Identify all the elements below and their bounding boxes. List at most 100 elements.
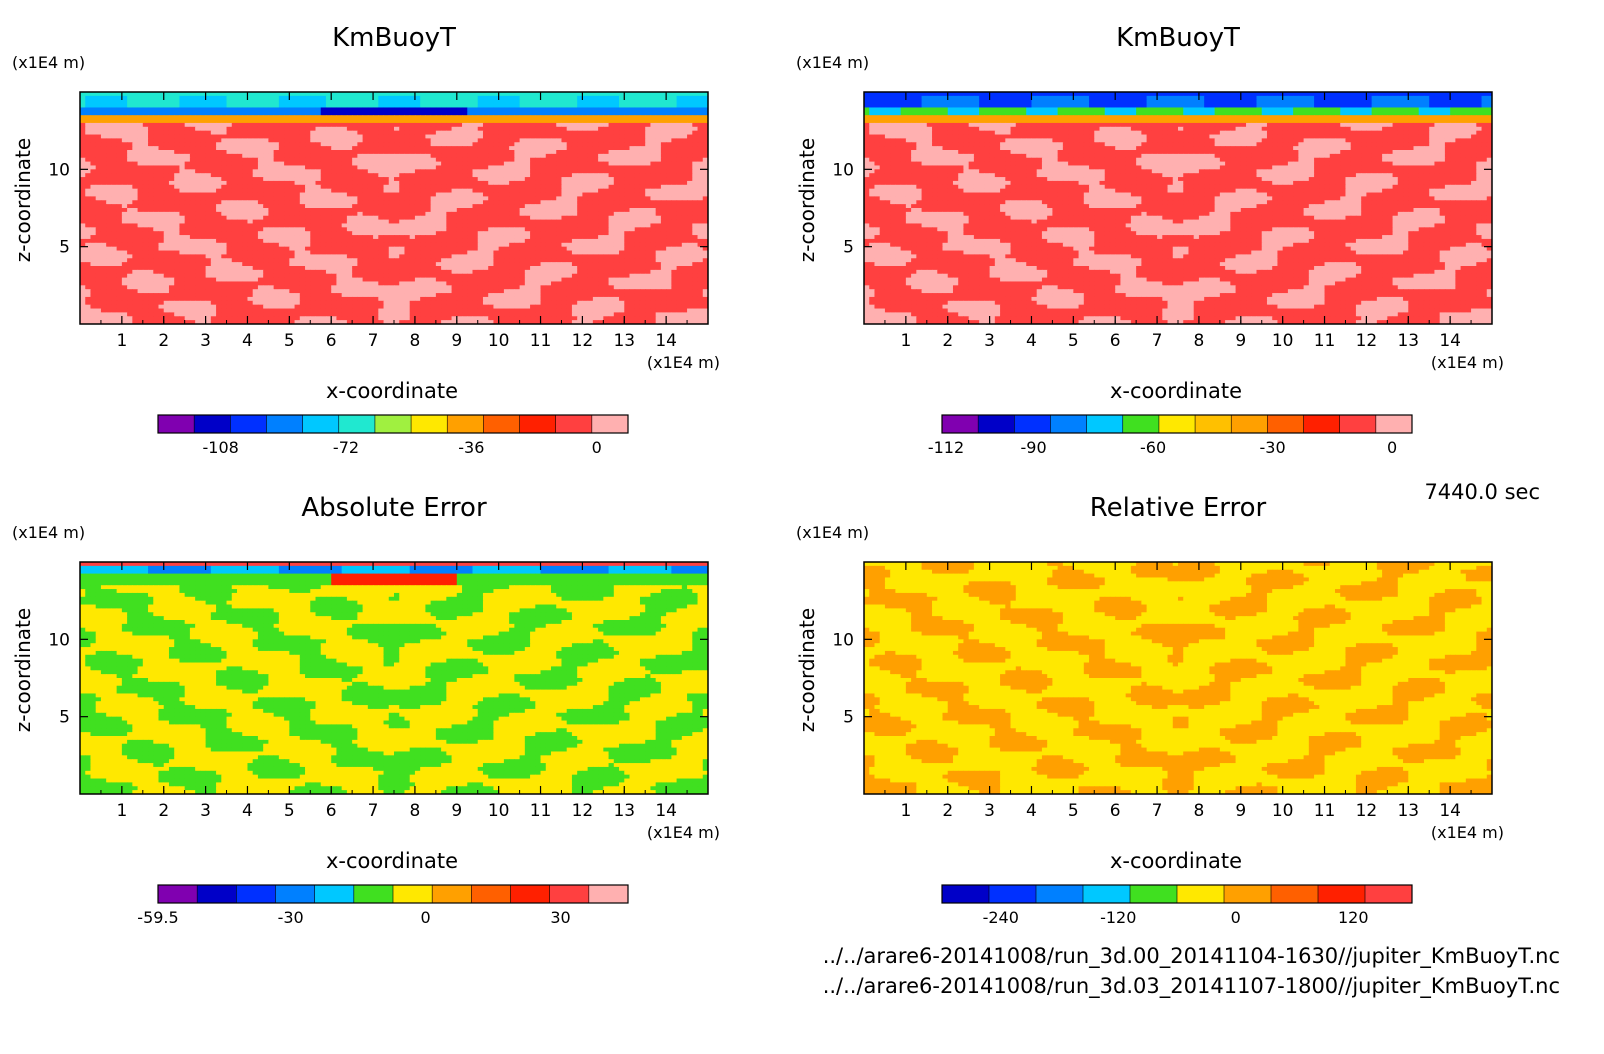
heatmap-cell	[253, 135, 259, 139]
heatmap-cell	[399, 100, 405, 104]
heatmap-cell	[253, 189, 259, 193]
heatmap-cell	[221, 193, 227, 197]
heatmap-cell	[96, 196, 102, 200]
heatmap-cell	[85, 146, 91, 150]
heatmap-cell	[138, 100, 144, 104]
heatmap-cell	[410, 154, 416, 158]
heatmap-cell	[603, 154, 609, 158]
heatmap-cell	[415, 119, 421, 123]
heatmap-cell	[253, 208, 259, 212]
heatmap-cell	[342, 111, 348, 115]
heatmap-cell	[347, 204, 353, 208]
heatmap-cell	[316, 162, 322, 166]
heatmap-cell	[300, 96, 306, 100]
heatmap-cell	[520, 165, 526, 169]
heatmap-cell	[242, 216, 248, 220]
heatmap-cell	[352, 216, 358, 220]
heatmap-cell	[483, 189, 489, 193]
heatmap-cell	[603, 96, 609, 100]
heatmap-cell	[373, 193, 379, 197]
heatmap-cell	[514, 165, 520, 169]
heatmap-cell	[295, 204, 301, 208]
heatmap-cell	[582, 165, 588, 169]
heatmap-cell	[530, 185, 536, 189]
heatmap-cell	[630, 208, 636, 212]
heatmap-cell	[179, 104, 185, 108]
heatmap-cell	[378, 131, 384, 135]
heatmap-cell	[373, 96, 379, 100]
heatmap-cell	[352, 173, 358, 177]
heatmap-cell	[420, 204, 426, 208]
heatmap-cell	[630, 107, 636, 111]
heatmap-cell	[588, 119, 594, 123]
heatmap-cell	[415, 212, 421, 216]
heatmap-cell	[415, 154, 421, 158]
heatmap-cell	[101, 138, 107, 142]
heatmap-cell	[138, 162, 144, 166]
heatmap-cell	[80, 138, 86, 142]
heatmap-cell	[153, 162, 159, 166]
heatmap-cell	[525, 173, 531, 177]
heatmap-cell	[237, 115, 243, 119]
heatmap-cell	[316, 173, 322, 177]
heatmap-cell	[363, 200, 369, 204]
heatmap-cell	[436, 115, 442, 119]
heatmap-cell	[310, 216, 316, 220]
heatmap-cell	[504, 185, 510, 189]
heatmap-cell	[509, 104, 515, 108]
heatmap-cell	[399, 138, 405, 142]
heatmap-cell	[656, 208, 662, 212]
heatmap-cell	[525, 158, 531, 162]
heatmap-cell	[122, 169, 128, 173]
heatmap-cell	[190, 189, 196, 193]
heatmap-cell	[122, 165, 128, 169]
heatmap-cell	[462, 96, 468, 100]
heatmap-cell	[452, 107, 458, 111]
heatmap-cell	[148, 193, 154, 197]
heatmap-cell	[682, 208, 688, 212]
heatmap-cell	[258, 142, 264, 146]
heatmap-cell	[300, 100, 306, 104]
heatmap-cell	[195, 154, 201, 158]
heatmap-cell	[593, 100, 599, 104]
heatmap-cell	[143, 216, 149, 220]
heatmap-cell	[284, 150, 290, 154]
heatmap-cell	[436, 165, 442, 169]
heatmap-cell	[336, 196, 342, 200]
heatmap-cell	[101, 185, 107, 189]
heatmap-cell	[85, 131, 91, 135]
heatmap-cell	[546, 123, 552, 127]
heatmap-cell	[268, 177, 274, 181]
heatmap-cell	[169, 115, 175, 119]
heatmap-cell	[504, 162, 510, 166]
heatmap-cell	[310, 189, 316, 193]
heatmap-cell	[80, 146, 86, 150]
heatmap-cell	[206, 111, 212, 115]
heatmap-cell	[436, 200, 442, 204]
heatmap-cell	[368, 200, 374, 204]
heatmap-cell	[661, 216, 667, 220]
heatmap-cell	[410, 181, 416, 185]
heatmap-cell	[420, 135, 426, 139]
heatmap-cell	[336, 142, 342, 146]
heatmap-cell	[352, 165, 358, 169]
heatmap-cell	[446, 123, 452, 127]
heatmap-cell	[399, 196, 405, 200]
heatmap-cell	[593, 119, 599, 123]
heatmap-cell	[645, 135, 651, 139]
heatmap-cell	[692, 115, 698, 119]
heatmap-cell	[363, 216, 369, 220]
heatmap-cell	[169, 165, 175, 169]
heatmap-cell	[106, 111, 112, 115]
heatmap-cell	[394, 181, 400, 185]
heatmap-cell	[635, 189, 641, 193]
heatmap-cell	[499, 189, 505, 193]
heatmap-cell	[630, 173, 636, 177]
heatmap-cell	[588, 154, 594, 158]
heatmap-cell	[263, 104, 269, 108]
heatmap-cell	[232, 169, 238, 173]
heatmap-cell	[446, 150, 452, 154]
heatmap-cell	[179, 200, 185, 204]
heatmap-cell	[410, 123, 416, 127]
heatmap-cell	[357, 189, 363, 193]
